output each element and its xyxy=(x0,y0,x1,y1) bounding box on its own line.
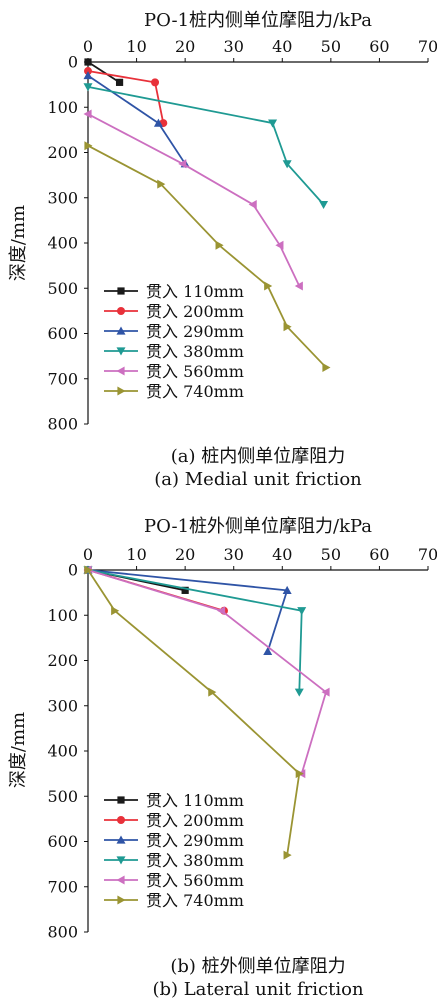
data-point xyxy=(295,689,304,697)
caption-cn: (a) 桩内侧单位摩阻力 xyxy=(171,446,346,467)
y-tick-label: 200 xyxy=(47,651,78,670)
legend-marker xyxy=(117,367,125,376)
x-tick-label: 30 xyxy=(224,545,244,564)
y-tick-label: 0 xyxy=(68,561,78,580)
x-tick-label: 60 xyxy=(369,37,389,56)
x-tick-label: 70 xyxy=(418,37,437,56)
legend-label: 贯入 290mm xyxy=(146,322,244,341)
legend-label: 贯入 740mm xyxy=(146,891,244,910)
y-tick-label: 100 xyxy=(47,98,78,117)
data-point xyxy=(249,200,257,209)
chart-title: PO-1桩内侧单位摩阻力/kPa xyxy=(144,10,372,31)
x-tick-label: 0 xyxy=(83,37,93,56)
plot-area: 0 10 20 30 40 50 60 700100200300400500600700800… xyxy=(47,545,437,942)
y-tick-label: 200 xyxy=(47,143,78,162)
y-tick-label: 500 xyxy=(47,787,78,806)
x-tick-label: 70 xyxy=(418,545,437,564)
y-tick-label: 500 xyxy=(47,279,78,298)
legend-label: 贯入 740mm xyxy=(146,382,244,401)
x-tick-label: 20 xyxy=(175,545,195,564)
y-axis-label: 深度/mm xyxy=(8,712,29,788)
series-line xyxy=(88,114,299,286)
x-tick-label: 30 xyxy=(224,37,244,56)
legend-marker xyxy=(117,816,125,824)
x-tick-label: 50 xyxy=(321,545,341,564)
data-point xyxy=(295,281,303,290)
x-tick-label: 10 xyxy=(126,545,146,564)
y-tick-label: 800 xyxy=(47,923,78,942)
legend-marker xyxy=(117,896,125,905)
y-tick-label: 400 xyxy=(47,234,78,253)
y-tick-label: 100 xyxy=(47,606,78,625)
legend-marker xyxy=(117,287,124,294)
y-tick-label: 0 xyxy=(68,53,78,72)
y-tick-label: 400 xyxy=(47,742,78,761)
x-tick-label: 50 xyxy=(321,37,341,56)
y-tick-label: 300 xyxy=(47,696,78,715)
legend-label: 贯入 560mm xyxy=(146,362,244,381)
legend-marker xyxy=(117,876,125,885)
legend-label: 贯入 110mm xyxy=(146,282,244,301)
data-point xyxy=(319,201,328,209)
data-point xyxy=(322,363,330,372)
legend-label: 贯入 560mm xyxy=(146,871,244,890)
y-tick-label: 800 xyxy=(47,415,78,434)
data-point xyxy=(116,79,123,86)
caption-en: (b) Lateral unit friction xyxy=(152,979,364,1000)
legend-marker xyxy=(117,307,125,315)
data-point xyxy=(275,241,283,250)
x-tick-label: 40 xyxy=(272,545,292,564)
legend-label: 贯入 200mm xyxy=(146,302,244,321)
data-point xyxy=(84,58,91,65)
y-tick-label: 300 xyxy=(47,188,78,207)
caption-en: (a) Medial unit friction xyxy=(154,469,362,490)
data-point xyxy=(268,119,277,127)
legend-label: 贯入 380mm xyxy=(146,342,244,361)
legend-label: 贯入 380mm xyxy=(146,851,244,870)
series-line xyxy=(88,87,324,205)
legend-label: 贯入 110mm xyxy=(146,791,244,810)
x-tick-label: 40 xyxy=(272,37,292,56)
series-line xyxy=(88,570,326,774)
panel-a-medial-friction: PO-1桩内侧单位摩阻力/kPa 0 10 20 30 40 50 60 7001002003… xyxy=(8,10,437,490)
series-line xyxy=(88,71,163,123)
x-tick-label: 60 xyxy=(369,545,389,564)
data-point xyxy=(217,606,225,615)
y-tick-label: 600 xyxy=(47,832,78,851)
y-axis-label: 深度/mm xyxy=(8,205,29,281)
data-point xyxy=(297,607,306,615)
x-tick-label: 10 xyxy=(126,37,146,56)
caption-cn: (b) 桩外侧单位摩阻力 xyxy=(170,956,345,977)
legend-label: 贯入 200mm xyxy=(146,811,244,830)
x-tick-label: 20 xyxy=(175,37,195,56)
plot-area: 0 10 20 30 40 50 60 700100200300400500600700800… xyxy=(47,37,437,434)
series-line xyxy=(88,76,185,164)
data-point xyxy=(264,281,272,290)
y-tick-label: 700 xyxy=(47,369,78,388)
chart-title: PO-1桩外侧单位摩阻力/kPa xyxy=(144,516,372,537)
x-tick-label: 0 xyxy=(83,545,93,564)
y-tick-label: 700 xyxy=(47,877,78,896)
data-point xyxy=(151,78,159,86)
legend-marker xyxy=(117,796,124,803)
y-tick-label: 600 xyxy=(47,324,78,343)
panel-b-lateral-friction: PO-1桩外侧单位摩阻力/kPa 0 10 20 30 40 50 60 7001002003… xyxy=(8,516,437,1000)
legend-marker xyxy=(117,387,125,396)
legend-label: 贯入 290mm xyxy=(146,831,244,850)
